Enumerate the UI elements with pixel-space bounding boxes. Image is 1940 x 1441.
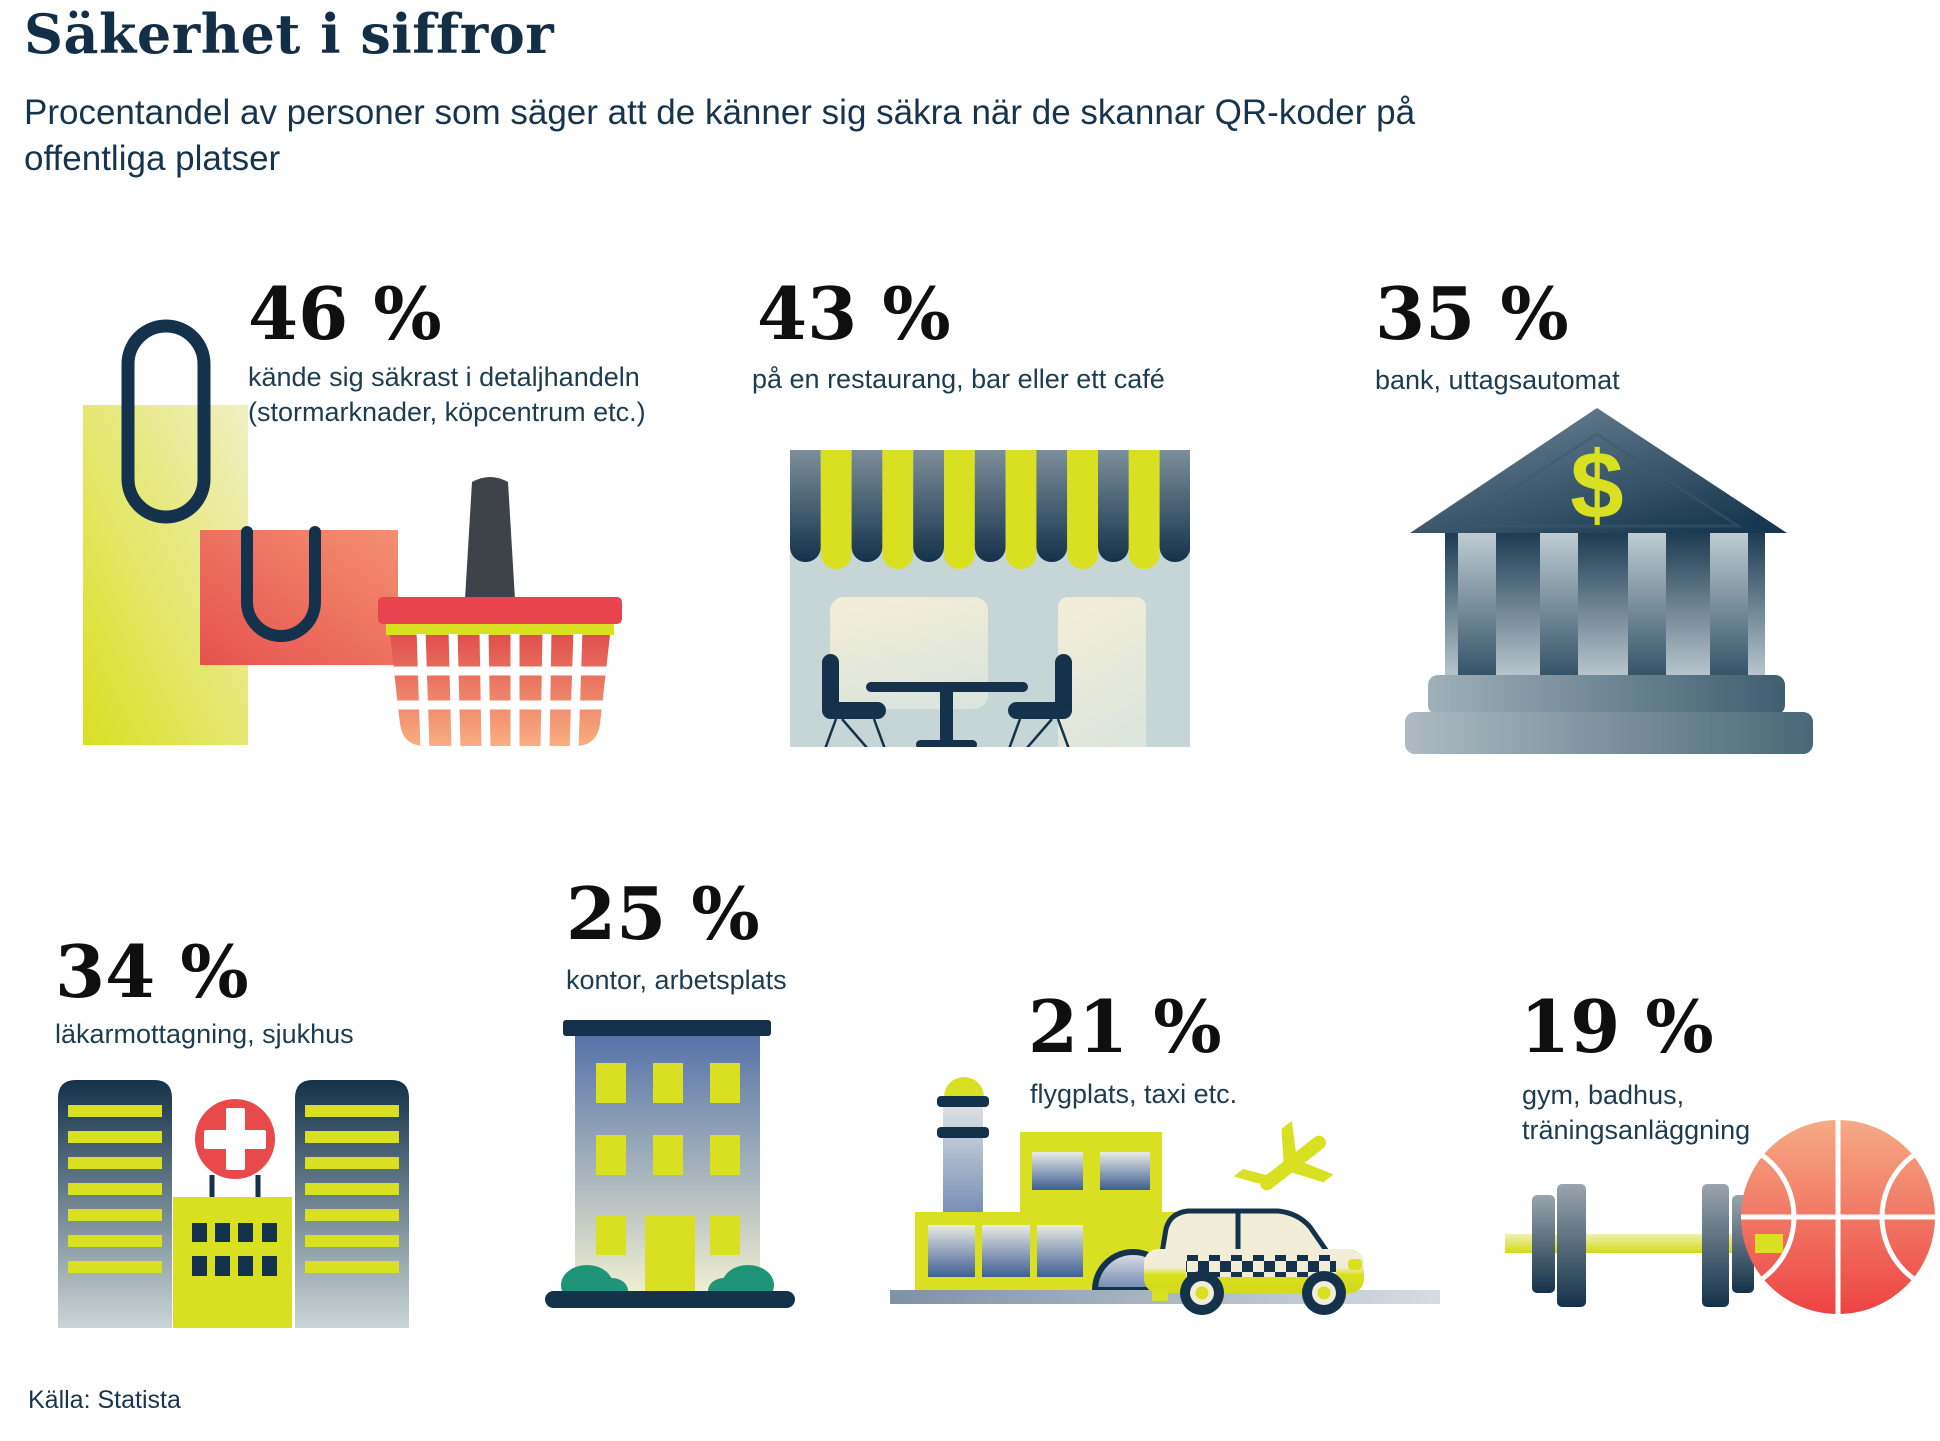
sign-poles — [209, 1175, 261, 1200]
stat-value: 34 % — [55, 929, 249, 1014]
roof-bar — [563, 1020, 771, 1036]
basketball — [1741, 1120, 1935, 1314]
page-title: Säkerhet i siffror — [24, 2, 555, 66]
office-door — [645, 1215, 695, 1294]
medical-cross-icon — [195, 1099, 275, 1179]
hospital-icon — [58, 1080, 409, 1328]
storefront-window — [830, 597, 988, 709]
bank-step-lower — [1405, 712, 1813, 754]
stat-caption: kontor, arbetsplats — [566, 965, 787, 995]
bank-pediment — [1410, 408, 1787, 533]
airport-and-taxi-icon — [890, 1077, 1440, 1315]
office-windows — [596, 1063, 740, 1255]
striped-awning — [790, 450, 1190, 569]
stat-caption: gym, badhus, träningsanläggning — [1522, 1080, 1751, 1145]
stat-value: 25 % — [566, 871, 760, 956]
stat-value: 43 % — [757, 271, 951, 356]
stat-caption: på en restaurang, bar eller ett café — [752, 364, 1165, 394]
dollar-sign-icon: $ — [1570, 432, 1623, 539]
stat-caption: bank, uttagsautomat — [1375, 365, 1620, 395]
stat-value: 21 % — [1028, 984, 1222, 1069]
ground-line — [545, 1291, 795, 1308]
shopping-basket — [378, 477, 622, 746]
entrance-windows — [192, 1223, 277, 1276]
bank-columns — [1458, 533, 1748, 681]
stat-caption: kände sig säkrast i detaljhandeln (storm… — [248, 362, 646, 427]
stat-value: 35 % — [1375, 271, 1569, 356]
dumbbell-and-basketball-icon — [1505, 1120, 1935, 1314]
stat-value: 19 % — [1520, 984, 1714, 1069]
cafe-storefront-icon — [790, 450, 1190, 747]
source-note: Källa: Statista — [28, 1386, 181, 1414]
pediment-bevel — [1450, 432, 1744, 528]
cafe-table — [866, 682, 1028, 747]
taxi-checker-band — [1186, 1255, 1336, 1277]
office-building-icon — [545, 1020, 795, 1308]
storefront-door — [1058, 597, 1146, 747]
taxi-wheels — [1180, 1271, 1346, 1315]
stat-value: 46 % — [248, 271, 442, 356]
shopping-bags-and-basket-icon — [83, 319, 622, 746]
headlight — [1348, 1259, 1362, 1270]
stat-caption: läkarmottagning, sjukhus — [55, 1019, 354, 1049]
tower-windows — [68, 1105, 399, 1273]
stat-caption: flygplats, taxi etc. — [1030, 1079, 1238, 1109]
subtitle: Procentandel av personer som säger att d… — [24, 93, 1416, 179]
dumbbell — [1505, 1184, 1783, 1307]
red-shopping-bag — [200, 526, 398, 665]
airplane-icon — [1233, 1120, 1334, 1191]
control-tower — [937, 1077, 989, 1223]
dumbbell-bar-end — [1755, 1234, 1783, 1253]
cafe-chairs — [822, 654, 1072, 747]
taxi — [1144, 1208, 1364, 1315]
bank-building-icon: $ — [1405, 408, 1813, 754]
bank-step-upper — [1428, 675, 1785, 715]
